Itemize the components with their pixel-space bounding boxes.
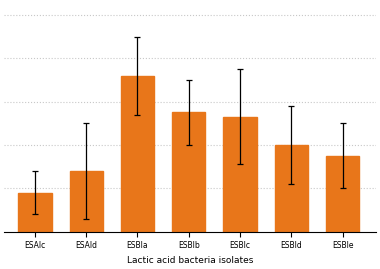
Bar (326, 156, 359, 232)
Bar (121, 76, 154, 232)
Bar (18, 193, 52, 232)
Bar (223, 117, 256, 232)
Bar (172, 112, 205, 232)
Bar (275, 145, 308, 232)
X-axis label: Lactic acid bacteria isolates: Lactic acid bacteria isolates (127, 256, 253, 265)
Bar (70, 171, 103, 232)
